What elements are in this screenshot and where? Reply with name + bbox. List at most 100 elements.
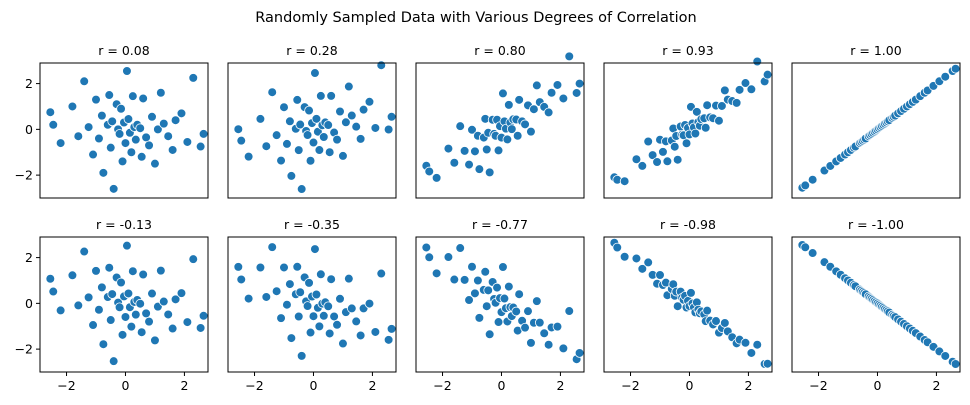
data-point bbox=[305, 327, 316, 338]
data-point bbox=[255, 262, 266, 273]
data-point bbox=[285, 116, 295, 127]
data-point bbox=[370, 327, 381, 337]
data-point bbox=[123, 114, 134, 124]
data-point bbox=[514, 289, 524, 300]
y-tick-label: 2 bbox=[25, 76, 33, 91]
data-point bbox=[386, 324, 397, 334]
data-point bbox=[455, 243, 466, 253]
data-point bbox=[481, 301, 492, 312]
data-point bbox=[83, 122, 94, 132]
data-point bbox=[311, 114, 322, 124]
data-point bbox=[520, 322, 530, 333]
data-point bbox=[138, 269, 148, 280]
data-point bbox=[720, 318, 730, 328]
data-point bbox=[45, 273, 56, 284]
data-point bbox=[807, 174, 818, 185]
panel-title: r = 1.00 bbox=[850, 43, 901, 58]
axes-frame bbox=[227, 62, 397, 199]
data-point bbox=[351, 316, 362, 327]
data-point bbox=[79, 246, 90, 257]
data-point bbox=[130, 134, 141, 145]
data-point bbox=[323, 120, 334, 130]
data-point bbox=[714, 115, 724, 126]
data-point bbox=[498, 88, 508, 99]
data-point bbox=[236, 135, 247, 146]
x-tick-label: 0 bbox=[309, 378, 317, 393]
data-point bbox=[267, 242, 278, 252]
data-point bbox=[126, 147, 137, 158]
data-point bbox=[346, 303, 357, 314]
data-point bbox=[424, 166, 435, 177]
data-point bbox=[740, 337, 751, 348]
data-point bbox=[304, 105, 314, 116]
data-point bbox=[762, 358, 773, 369]
data-point bbox=[652, 157, 662, 167]
panel-title: r = 0.80 bbox=[474, 43, 525, 58]
data-point bbox=[293, 145, 304, 155]
data-point bbox=[117, 330, 128, 340]
data-point bbox=[98, 168, 109, 178]
data-point bbox=[144, 316, 154, 327]
data-point bbox=[470, 146, 480, 157]
data-point bbox=[136, 152, 147, 162]
data-point bbox=[188, 73, 199, 83]
data-point bbox=[499, 293, 510, 304]
data-point bbox=[176, 288, 187, 298]
panel-title: r = 0.93 bbox=[662, 43, 713, 58]
data-point bbox=[285, 279, 295, 289]
axes-frame bbox=[791, 62, 961, 199]
data-point bbox=[752, 56, 763, 67]
data-point bbox=[158, 296, 169, 307]
data-point bbox=[338, 151, 348, 161]
data-point bbox=[335, 106, 345, 117]
data-point bbox=[302, 130, 313, 140]
data-point bbox=[255, 114, 266, 124]
data-point bbox=[940, 71, 951, 82]
data-point bbox=[144, 140, 154, 151]
data-point bbox=[94, 133, 104, 144]
scatter-panel: r = -0.77 −2 0 2 bbox=[415, 217, 585, 393]
data-point bbox=[314, 321, 325, 332]
data-point bbox=[122, 240, 132, 251]
scatter-panel: r = -0.13 −2 0 2 −2 0 2 bbox=[15, 217, 209, 393]
data-point bbox=[449, 274, 460, 285]
data-point bbox=[643, 136, 654, 147]
data-point bbox=[88, 149, 98, 160]
data-point bbox=[669, 141, 680, 152]
data-point bbox=[506, 124, 517, 134]
data-point bbox=[114, 129, 125, 139]
data-point bbox=[647, 150, 658, 160]
data-point bbox=[279, 102, 289, 113]
data-point bbox=[136, 327, 147, 338]
data-point bbox=[233, 262, 244, 272]
data-point bbox=[474, 313, 485, 323]
data-point bbox=[467, 261, 477, 272]
data-point bbox=[91, 266, 101, 276]
scatter-panel: r = 0.28 bbox=[227, 43, 397, 199]
data-point bbox=[163, 131, 174, 142]
data-point bbox=[474, 164, 485, 174]
data-point bbox=[464, 159, 474, 170]
data-point bbox=[55, 305, 66, 316]
data-point bbox=[424, 252, 435, 263]
data-point bbox=[558, 343, 569, 354]
data-point bbox=[341, 117, 351, 128]
data-point bbox=[511, 306, 522, 317]
data-point bbox=[526, 338, 536, 348]
data-point bbox=[108, 184, 119, 194]
data-point bbox=[672, 154, 683, 165]
data-point bbox=[344, 273, 354, 284]
data-point bbox=[690, 128, 701, 139]
data-point bbox=[529, 104, 539, 115]
data-point bbox=[574, 78, 585, 89]
x-tick-label: 0 bbox=[873, 378, 881, 393]
x-tick-label: 0 bbox=[685, 378, 693, 393]
data-point bbox=[449, 157, 460, 168]
y-tick-label: −2 bbox=[15, 342, 33, 357]
scatter-panel: r = -0.98 −2 0 2 bbox=[603, 217, 773, 393]
data-point bbox=[655, 270, 665, 280]
data-point bbox=[326, 274, 336, 285]
data-point bbox=[130, 309, 141, 320]
data-point bbox=[267, 87, 278, 97]
data-point bbox=[383, 335, 394, 345]
